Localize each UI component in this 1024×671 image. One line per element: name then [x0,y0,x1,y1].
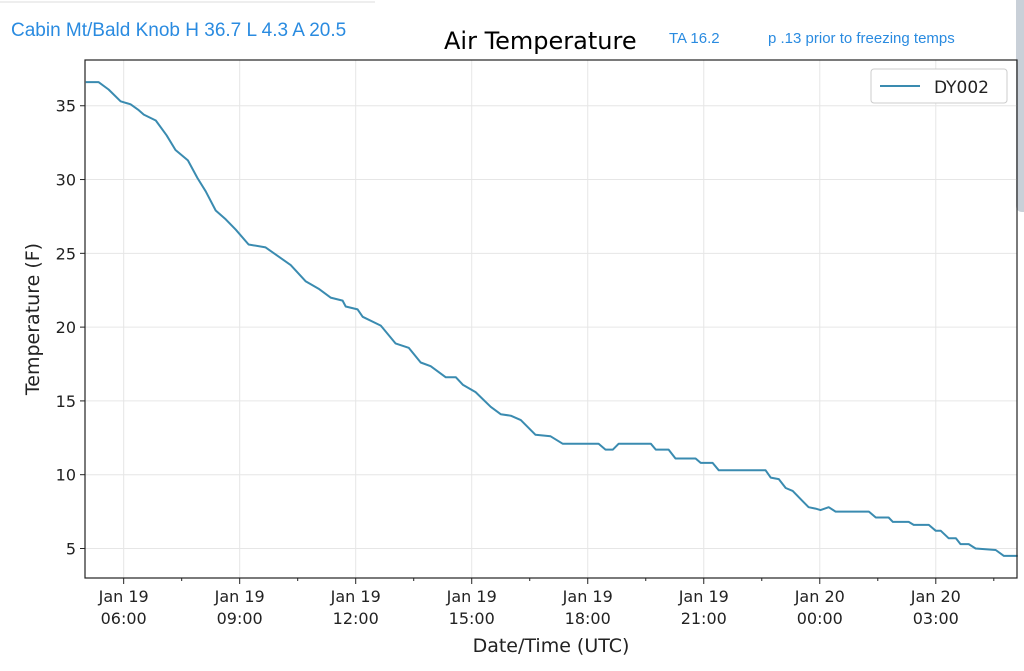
x-tick-date: Jan 19 [98,587,149,606]
x-tick-time: 21:00 [681,609,727,628]
x-tick-date: Jan 20 [794,587,845,606]
legend-label: DY002 [934,78,989,98]
y-axis-label: Temperature (F) [22,243,44,396]
x-tick-time: 15:00 [449,609,495,628]
x-tick-date: Jan 19 [330,587,381,606]
station-summary: Cabin Mt/Bald Knob H 36.7 L 4.3 A 20.5 [11,20,347,41]
y-tick-label: 35 [56,97,76,116]
x-tick-date: Jan 19 [214,587,265,606]
series-line-dy002 [85,81,1018,557]
x-tick-time: 18:00 [565,609,611,628]
scrollbar[interactable] [1016,0,1024,212]
x-tick-time: 03:00 [913,609,959,628]
x-tick-date: Jan 19 [562,587,613,606]
x-tick-date: Jan 19 [678,587,729,606]
legend-box [870,68,1008,104]
y-tick-label: 30 [56,171,76,190]
x-tick-date: Jan 19 [446,587,497,606]
chart-title: Air Temperature [444,27,637,55]
top-divider [0,1,375,3]
freezing-note: p .13 prior to freezing temps [768,30,955,47]
x-tick-date: Jan 20 [910,587,961,606]
y-tick-label: 25 [56,244,76,263]
y-tick-label: 15 [56,392,76,411]
y-tick-label: 5 [66,539,76,558]
y-tick-label: 10 [56,466,76,485]
x-tick-time: 12:00 [333,609,379,628]
legend: DY002 [870,68,1008,104]
x-tick-time: 09:00 [217,609,263,628]
x-axis-label: Date/Time (UTC) [473,635,630,657]
ta-value: TA 16.2 [669,30,720,47]
x-tick-time: 00:00 [797,609,843,628]
plot-frame [84,59,1018,579]
y-tick-label: 20 [56,318,76,337]
x-tick-time: 06:00 [101,609,147,628]
